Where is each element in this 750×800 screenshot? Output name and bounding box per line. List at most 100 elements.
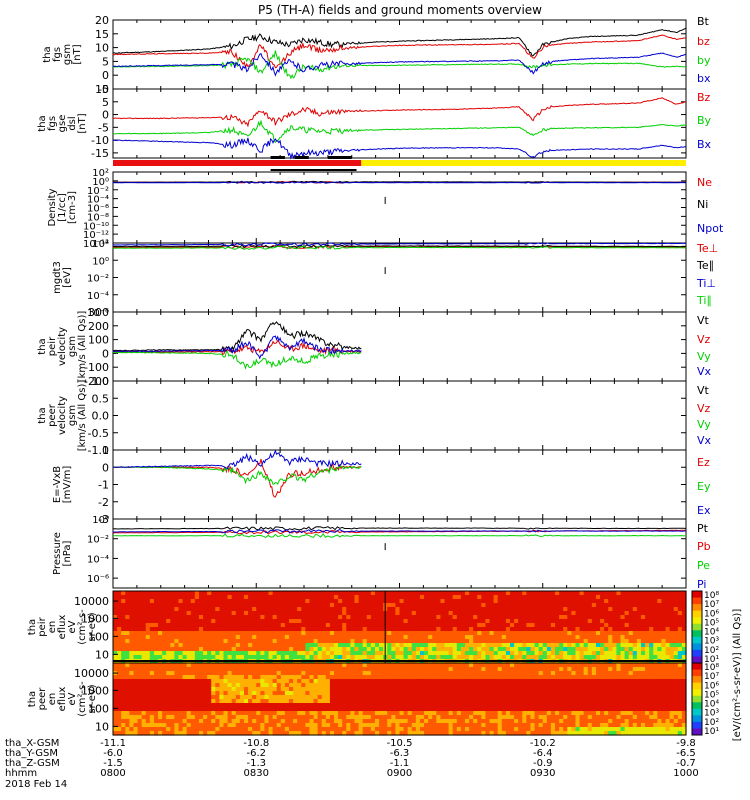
spectrogram-cell <box>264 607 270 612</box>
spectrogram-cell <box>329 623 335 628</box>
spectrogram-cell <box>260 591 266 596</box>
spectrogram-cell <box>329 655 335 660</box>
spectrogram-cell <box>125 675 130 680</box>
spectrogram-cell <box>440 615 446 620</box>
spectrogram-cell <box>497 711 503 716</box>
spectrogram-cell <box>501 631 507 636</box>
spectrogram-cell <box>162 655 167 660</box>
spectrogram-cell <box>321 731 327 736</box>
spectrogram-cell <box>411 691 417 696</box>
spectrogram-cell <box>342 719 347 724</box>
spectrogram-cell <box>424 727 429 732</box>
spectrogram-cell <box>366 599 372 604</box>
spectrogram-cell <box>407 615 413 620</box>
spectrogram-cell <box>383 691 388 696</box>
spectrogram-cell <box>387 595 392 600</box>
spectrogram-cell <box>440 651 446 656</box>
spectrogram-cell <box>117 643 122 648</box>
spectrogram-cell <box>510 703 515 708</box>
spectrogram-cell <box>391 715 397 720</box>
spectrogram-cell <box>534 655 540 660</box>
spectrogram-cell <box>170 683 175 688</box>
spectrogram-cell <box>460 719 466 724</box>
spectrogram-cell <box>477 711 482 716</box>
spectrogram-cell <box>145 623 151 628</box>
spectrogram-cell <box>403 607 409 612</box>
spectrogram-cell <box>579 651 585 656</box>
spectrogram-cell <box>583 651 589 656</box>
spectrogram-cell <box>657 623 663 628</box>
spectrogram-cell <box>317 731 323 736</box>
spectrogram-cell <box>227 595 233 600</box>
spectrogram-cell <box>268 695 274 700</box>
spectrogram-cell <box>243 595 249 600</box>
spectrogram-cell <box>460 695 466 700</box>
spectrogram-cell <box>366 651 372 656</box>
spectrogram-cell <box>272 643 278 648</box>
spectrogram-cell <box>448 703 454 708</box>
spectrogram-cell <box>571 635 577 640</box>
spectrogram-cell <box>489 675 495 680</box>
spectrogram-cell <box>538 615 544 620</box>
spectrogram-cell <box>489 707 495 712</box>
spectrogram-cell <box>464 707 470 712</box>
spectrogram-cell <box>514 711 519 716</box>
spectrogram-cell <box>264 671 270 676</box>
spectrogram-cell <box>616 599 622 604</box>
spectrogram-cell <box>276 591 282 596</box>
spectrogram-cell <box>424 699 429 704</box>
spectrogram-cell <box>485 611 491 616</box>
spectrogram-cell <box>518 615 523 620</box>
spectrogram-cell <box>510 691 515 696</box>
spectrogram-cell <box>239 623 245 628</box>
spectrogram-cell <box>301 699 306 704</box>
spectrogram-cell <box>673 643 679 648</box>
spectrogram-cell <box>215 723 221 728</box>
spectrogram-cell <box>239 663 245 668</box>
spectrogram-cell <box>370 635 376 640</box>
spectrogram-cell <box>284 731 290 736</box>
spectrogram-cell <box>419 619 425 624</box>
spectrogram-cell <box>424 651 429 656</box>
spectrogram-cell <box>681 639 687 644</box>
spectrogram-cell <box>329 635 335 640</box>
spectrogram-cell <box>669 619 675 624</box>
spectrogram-cell <box>190 615 196 620</box>
spectrogram-cell <box>477 647 482 652</box>
spectrogram-cell <box>280 667 286 672</box>
spectrogram-cell <box>252 691 257 696</box>
spectrogram-cell <box>600 611 605 616</box>
spectrogram-cell <box>600 655 605 660</box>
spectrogram-cell <box>117 651 122 656</box>
spectrogram-cell <box>374 647 380 652</box>
spectrogram-cell <box>190 723 196 728</box>
spectrogram-cell <box>616 631 622 636</box>
spectrogram-cell <box>256 655 261 660</box>
spectrogram-cell <box>612 655 618 660</box>
spectrogram-cell <box>117 715 122 720</box>
spectrogram-cell <box>113 695 118 700</box>
spectrogram-cell <box>190 731 196 736</box>
spectrogram-cell <box>174 607 180 612</box>
spectrogram-cell <box>604 643 609 648</box>
spectrogram-cell <box>497 663 503 668</box>
spectrogram-cell <box>346 627 351 632</box>
spectrogram-cell <box>174 603 180 608</box>
spectrogram-cell <box>338 695 343 700</box>
spectrogram-cell <box>456 623 462 628</box>
spectrogram-cell <box>514 687 519 692</box>
spectrogram-cell <box>301 695 306 700</box>
spectrogram-cell <box>194 635 200 640</box>
spectrogram-cell <box>178 607 184 612</box>
spectrogram-cell <box>203 723 208 728</box>
spectrogram-cell <box>469 611 474 616</box>
spectrogram-cell <box>190 631 196 636</box>
spectrogram-cell <box>166 671 171 676</box>
spectrogram-cell <box>137 643 143 648</box>
spectrogram-cell <box>432 623 437 628</box>
spectrogram-cell <box>550 631 556 636</box>
spectrogram-cell <box>325 667 331 672</box>
spectrogram-cell <box>501 707 507 712</box>
spectrogram-cell <box>432 679 437 684</box>
spectrogram-cell <box>374 651 380 656</box>
